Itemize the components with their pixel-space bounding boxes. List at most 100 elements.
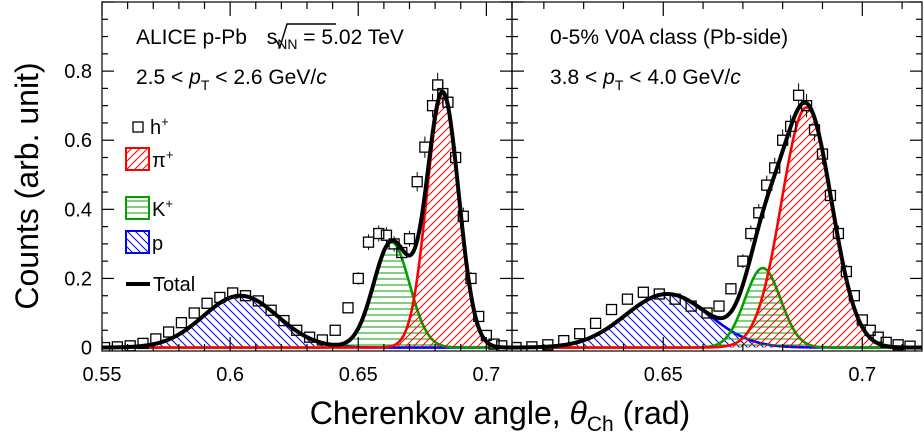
data-point (824, 186, 837, 205)
y-axis-label: Counts (arb. unit) (9, 62, 45, 309)
legend-total-label: Total (153, 274, 195, 296)
x-tick-label: 0.6 (216, 364, 244, 386)
data-point (411, 171, 423, 192)
data-point (457, 207, 469, 225)
x-tick-label: 0.7 (848, 364, 876, 386)
data-point (753, 204, 765, 222)
legend-pion-label: π+ (152, 147, 173, 172)
data-point (419, 136, 431, 158)
data-point (816, 143, 829, 165)
data-point (227, 287, 239, 299)
legend-hadron-marker (132, 121, 144, 133)
data-point (856, 314, 868, 326)
data-point (808, 118, 821, 141)
data-point (442, 90, 454, 115)
data-point (488, 338, 500, 350)
x-tick-label: 0.7 (472, 364, 500, 386)
data-point (769, 157, 781, 178)
data-point (737, 254, 749, 269)
data-point (329, 324, 341, 336)
right-proton-fill (512, 293, 922, 348)
data-point (669, 293, 681, 305)
data-point (725, 283, 737, 295)
data-point (188, 307, 200, 319)
right-annotation-line2: 3.8 < pT < 4.0 GeV/c (550, 66, 741, 93)
data-point (701, 307, 713, 319)
data-point (352, 272, 364, 285)
data-point (449, 147, 462, 168)
x-tick-label: 0.55 (83, 364, 122, 386)
data-point (574, 328, 586, 340)
left-total-fit (102, 89, 512, 350)
legend-pion-swatch (125, 147, 150, 171)
data-point (150, 333, 162, 345)
x-tick-label: 0.65 (339, 364, 378, 386)
right-y-axis (512, 1, 922, 349)
left-annotation-line1: ALICE p-Pb sNN = 5.02 TeV (136, 26, 404, 52)
data-point (111, 341, 124, 351)
legend-proton-label: p (152, 233, 163, 255)
right-plot-area (512, 83, 922, 351)
data-point (637, 286, 650, 298)
legend: h+ π+ K+ p Total (125, 114, 195, 296)
data-point (265, 304, 277, 316)
data-point (252, 295, 264, 307)
left-annotation-line2: 2.5 < pT < 2.6 GeV/c (136, 66, 327, 93)
y-tick-label: 0.2 (64, 268, 92, 290)
data-point (201, 297, 213, 309)
data-point (784, 115, 797, 138)
right-x-axis: 0.65 0.7 (543, 2, 903, 386)
data-point (653, 288, 665, 300)
data-point (589, 317, 602, 330)
right-total-fit (512, 100, 922, 350)
legend-kaon-swatch (125, 196, 150, 220)
data-point (342, 302, 354, 314)
data-point (316, 334, 329, 346)
data-point (388, 236, 400, 252)
y-tick-label: 0.8 (64, 61, 92, 83)
data-point (761, 175, 773, 195)
data-point (380, 227, 393, 244)
data-point (800, 93, 813, 118)
data-point (137, 337, 149, 350)
data-point (685, 300, 697, 312)
data-point (832, 225, 845, 242)
data-point (362, 234, 375, 250)
sqrt-sign (275, 23, 336, 49)
legend-proton-swatch (125, 230, 150, 254)
right-annotation-line1: 0-5% V0A class (Pb-side) (550, 26, 788, 49)
y-tick-label: 0.4 (64, 199, 92, 221)
left-proton-fill (102, 295, 512, 348)
legend-hadron-label: h+ (150, 114, 169, 139)
data-point (291, 324, 303, 336)
data-point (792, 83, 805, 108)
y-tick-label: 0.6 (64, 130, 92, 152)
data-point (621, 293, 634, 305)
data-point (904, 340, 916, 351)
right-panel-frame (511, 1, 923, 352)
data-point (278, 314, 290, 327)
data-point (713, 300, 725, 312)
data-point (465, 272, 477, 285)
data-point (777, 129, 789, 152)
y-tick-label: 0 (81, 338, 92, 360)
data-point (426, 93, 439, 118)
data-point (175, 317, 188, 329)
data-point (605, 303, 618, 316)
data-point (526, 341, 538, 351)
data-point (745, 225, 757, 242)
data-point (848, 290, 860, 302)
left-x-axis: 0.55 0.6 0.65 0.7 (83, 2, 513, 386)
panel-left: 0.55 0.6 0.65 0.7 0 0.2 0.4 0.6 0.8 (64, 1, 513, 386)
data-point (864, 324, 876, 336)
data-point (880, 336, 892, 349)
x-tick-label: 0.65 (644, 364, 683, 386)
data-point (542, 339, 554, 351)
data-point (892, 339, 904, 351)
left-pion-fill (102, 93, 512, 348)
left-y-axis: 0 0.2 0.4 0.6 0.8 (64, 1, 512, 360)
x-axis-label: Cherenkov angle, θCh (rad) (310, 395, 690, 436)
data-point (303, 331, 316, 343)
data-point (558, 334, 570, 347)
